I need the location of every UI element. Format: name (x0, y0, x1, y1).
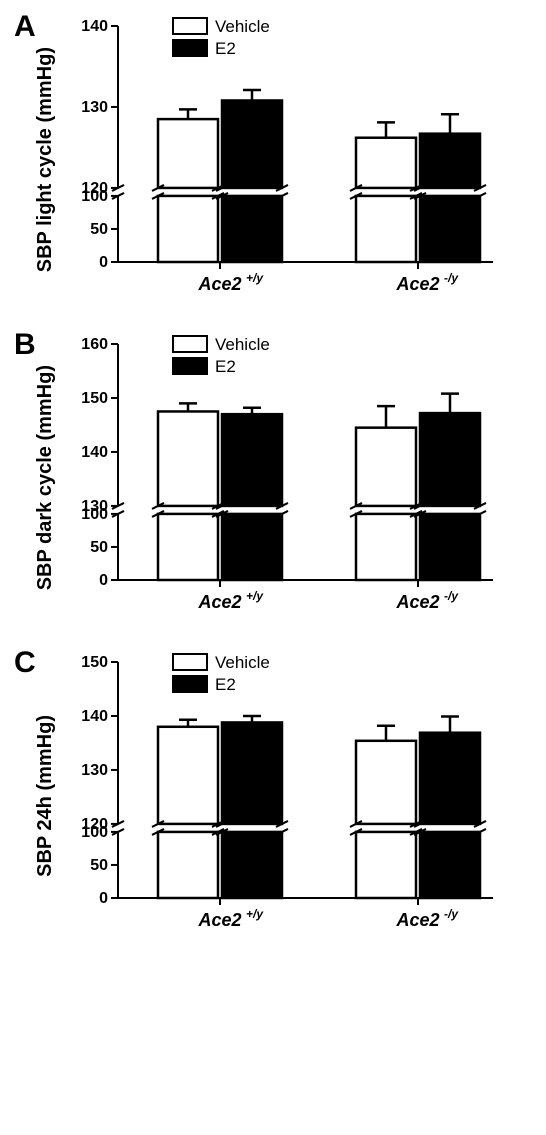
svg-text:130: 130 (81, 99, 108, 116)
panel-label-B: B (14, 328, 36, 362)
bar-upper (222, 414, 282, 506)
svg-text:140: 140 (81, 18, 108, 35)
chart-wrap-C: SBP 24h (mmHg) 050100120130140150Ace2+/y… (34, 646, 536, 946)
svg-text:-/y: -/y (444, 271, 459, 285)
legend-swatch-e2 (173, 40, 207, 56)
bar-upper (356, 741, 416, 824)
svg-text:140: 140 (81, 708, 108, 725)
legend-swatch-e2 (173, 676, 207, 692)
legend-swatch-vehicle (173, 654, 207, 670)
svg-text:120: 120 (81, 180, 108, 197)
svg-text:130: 130 (81, 762, 108, 779)
ylabel-B: SBP dark cycle (mmHg) (34, 365, 57, 590)
legend-label-e2: E2 (215, 357, 236, 376)
svg-text:-/y: -/y (444, 907, 459, 921)
bar-upper (356, 138, 416, 188)
svg-text:150: 150 (81, 390, 108, 407)
bar-lower (222, 832, 282, 898)
ylabel-A: SBP light cycle (mmHg) (34, 47, 57, 272)
chart-wrap-A: SBP light cycle (mmHg) 050100120130140Ac… (34, 10, 536, 310)
panel-label-A: A (14, 10, 36, 44)
svg-text:120: 120 (81, 816, 108, 833)
x-group-label: Ace2 (395, 592, 439, 612)
svg-text:130: 130 (81, 498, 108, 515)
bar-lower (222, 196, 282, 262)
x-group-label: Ace2 (197, 910, 241, 930)
svg-text:50: 50 (90, 857, 108, 874)
bar-upper (420, 134, 480, 188)
bar-lower (158, 196, 218, 262)
bar-upper (356, 428, 416, 506)
svg-text:+/y: +/y (246, 271, 264, 285)
bar-upper (420, 733, 480, 824)
svg-text:+/y: +/y (246, 907, 264, 921)
bar-lower (356, 832, 416, 898)
legend-swatch-e2 (173, 358, 207, 374)
panel-C: C SBP 24h (mmHg) 050100120130140150Ace2+… (10, 646, 536, 946)
bar-upper (222, 722, 282, 823)
bar-lower (420, 832, 480, 898)
svg-text:150: 150 (81, 654, 108, 671)
bar-upper (420, 413, 480, 506)
chart-svg: 050100120130140150Ace2+/yAce2-/yVehicleE… (63, 646, 503, 946)
bar-lower (222, 514, 282, 580)
svg-text:160: 160 (81, 336, 108, 353)
x-group-label: Ace2 (395, 274, 439, 294)
svg-text:0: 0 (99, 890, 108, 907)
chart-svg: 050100130140150160Ace2+/yAce2-/yVehicleE… (63, 328, 503, 628)
svg-text:50: 50 (90, 221, 108, 238)
panel-label-C: C (14, 646, 36, 680)
panel-A: A SBP light cycle (mmHg) 050100120130140… (10, 10, 536, 310)
bar-lower (158, 514, 218, 580)
panel-B: B SBP dark cycle (mmHg) 0501001301401501… (10, 328, 536, 628)
bar-lower (356, 196, 416, 262)
plot-A: 050100120130140Ace2+/yAce2-/yVehicleE2 (63, 10, 503, 310)
bar-lower (420, 514, 480, 580)
x-group-label: Ace2 (197, 592, 241, 612)
x-group-label: Ace2 (197, 274, 241, 294)
svg-text:+/y: +/y (246, 589, 264, 603)
bar-upper (158, 411, 218, 505)
legend-swatch-vehicle (173, 18, 207, 34)
ylabel-C: SBP 24h (mmHg) (34, 715, 57, 877)
chart-wrap-B: SBP dark cycle (mmHg) 050100130140150160… (34, 328, 536, 628)
svg-text:0: 0 (99, 254, 108, 271)
legend-label-vehicle: Vehicle (215, 653, 270, 672)
legend-label-vehicle: Vehicle (215, 17, 270, 36)
bar-lower (420, 196, 480, 262)
svg-text:-/y: -/y (444, 589, 459, 603)
legend-swatch-vehicle (173, 336, 207, 352)
legend-label-vehicle: Vehicle (215, 335, 270, 354)
bar-lower (158, 832, 218, 898)
plot-C: 050100120130140150Ace2+/yAce2-/yVehicleE… (63, 646, 503, 946)
bar-lower (356, 514, 416, 580)
bar-upper (158, 727, 218, 824)
chart-svg: 050100120130140Ace2+/yAce2-/yVehicleE2 (63, 10, 503, 310)
plot-B: 050100130140150160Ace2+/yAce2-/yVehicleE… (63, 328, 503, 628)
bar-upper (158, 119, 218, 188)
legend-label-e2: E2 (215, 39, 236, 58)
legend-label-e2: E2 (215, 675, 236, 694)
svg-text:140: 140 (81, 444, 108, 461)
svg-text:50: 50 (90, 539, 108, 556)
x-group-label: Ace2 (395, 910, 439, 930)
bar-upper (222, 100, 282, 187)
svg-text:0: 0 (99, 572, 108, 589)
